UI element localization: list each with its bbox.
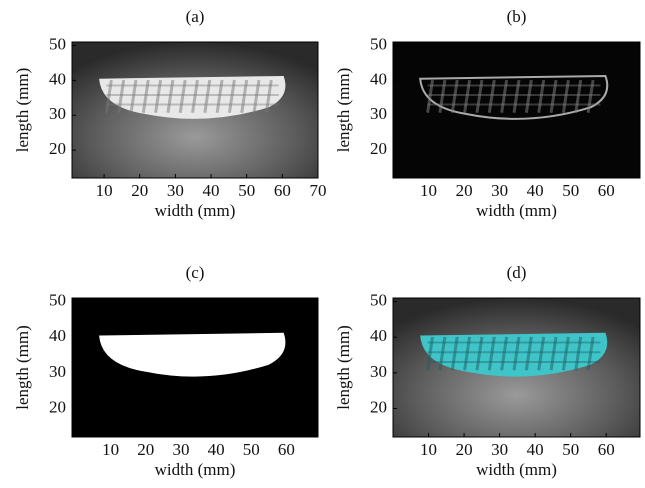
y-tick-label: 50 — [370, 34, 387, 53]
x-tick-label: 30 — [491, 181, 508, 200]
x-tick-label: 20 — [137, 440, 154, 459]
x-axis-label: width (mm) — [476, 201, 557, 220]
y-axis-label: length (mm) — [334, 68, 353, 153]
x-tick-label: 40 — [527, 440, 544, 459]
x-tick-label: 50 — [238, 181, 255, 200]
x-axis-label: width (mm) — [155, 460, 236, 479]
y-tick-label: 30 — [49, 104, 66, 123]
panel-title: (b) — [507, 7, 527, 26]
figure: 10 20 30 40 50 60 70 20 30 40 50 (a) width (mm) lengt… — [0, 0, 645, 488]
x-tick-label: 40 — [203, 181, 220, 200]
x-tick-label: 30 — [491, 440, 508, 459]
x-tick-label: 40 — [208, 440, 225, 459]
y-axis-label: length (mm) — [334, 325, 353, 410]
panel-title: (a) — [186, 7, 205, 26]
y-tick-label: 40 — [49, 69, 66, 88]
x-tick-label: 50 — [562, 181, 579, 200]
y-tick-label: 30 — [370, 104, 387, 123]
x-axis-label: width (mm) — [155, 201, 236, 220]
image-background — [393, 42, 640, 178]
y-tick-label: 20 — [49, 139, 66, 158]
x-tick-label: 10 — [420, 181, 437, 200]
x-tick-label: 60 — [598, 440, 615, 459]
panel-title: (d) — [507, 263, 527, 282]
x-tick-label: 70 — [310, 181, 327, 200]
x-tick-label: 60 — [278, 440, 295, 459]
x-tick-label: 60 — [598, 181, 615, 200]
x-tick-label: 60 — [274, 181, 291, 200]
y-tick-label: 30 — [370, 362, 387, 381]
y-tick-label: 40 — [370, 69, 387, 88]
y-tick-label: 20 — [49, 397, 66, 416]
y-tick-label: 40 — [370, 326, 387, 345]
y-tick-label: 50 — [49, 290, 66, 309]
y-tick-label: 50 — [370, 290, 387, 309]
y-tick-label: 20 — [370, 397, 387, 416]
x-tick-label: 30 — [172, 440, 189, 459]
x-tick-label: 10 — [420, 440, 437, 459]
y-axis-label: length (mm) — [13, 325, 32, 410]
y-tick-label: 20 — [370, 139, 387, 158]
y-tick-label: 40 — [49, 326, 66, 345]
x-tick-label: 30 — [167, 181, 184, 200]
x-axis-label: width (mm) — [476, 460, 557, 479]
x-tick-label: 50 — [562, 440, 579, 459]
panel-title: (c) — [186, 263, 205, 282]
y-tick-label: 30 — [49, 362, 66, 381]
x-tick-label: 20 — [456, 440, 473, 459]
x-tick-label: 10 — [96, 181, 113, 200]
x-tick-label: 40 — [527, 181, 544, 200]
x-tick-label: 20 — [131, 181, 148, 200]
y-axis-label: length (mm) — [13, 68, 32, 153]
x-tick-label: 20 — [456, 181, 473, 200]
x-tick-label: 50 — [243, 440, 260, 459]
x-tick-label: 10 — [102, 440, 119, 459]
y-tick-label: 50 — [49, 34, 66, 53]
